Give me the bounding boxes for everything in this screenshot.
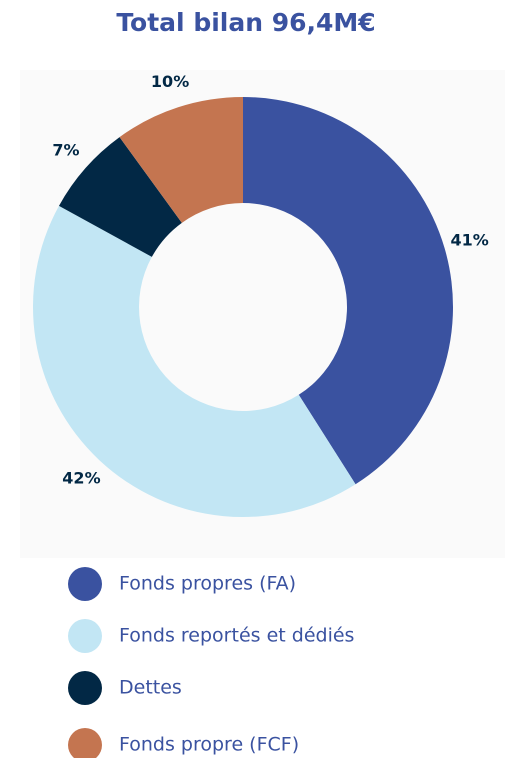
donut-slice <box>33 205 356 517</box>
donut-slice <box>243 97 453 485</box>
slice-label: 7% <box>52 140 79 159</box>
legend-label: Fonds propres (FA) <box>119 573 296 595</box>
legend-swatch <box>68 619 102 653</box>
legend-swatch <box>68 728 102 758</box>
chart-title: Total bilan 96,4M€ <box>116 8 375 37</box>
legend-label: Fonds reportés et dédiés <box>119 625 354 647</box>
legend-label: Dettes <box>119 677 182 699</box>
donut-slice <box>119 97 243 223</box>
legend-label: Fonds propre (FCF) <box>119 734 299 756</box>
legend-swatch <box>68 671 102 705</box>
slice-label: 41% <box>450 231 488 250</box>
slice-label: 10% <box>151 72 189 91</box>
legend-swatch <box>68 567 102 601</box>
donut-slice <box>58 137 182 257</box>
slice-label: 42% <box>62 469 100 488</box>
